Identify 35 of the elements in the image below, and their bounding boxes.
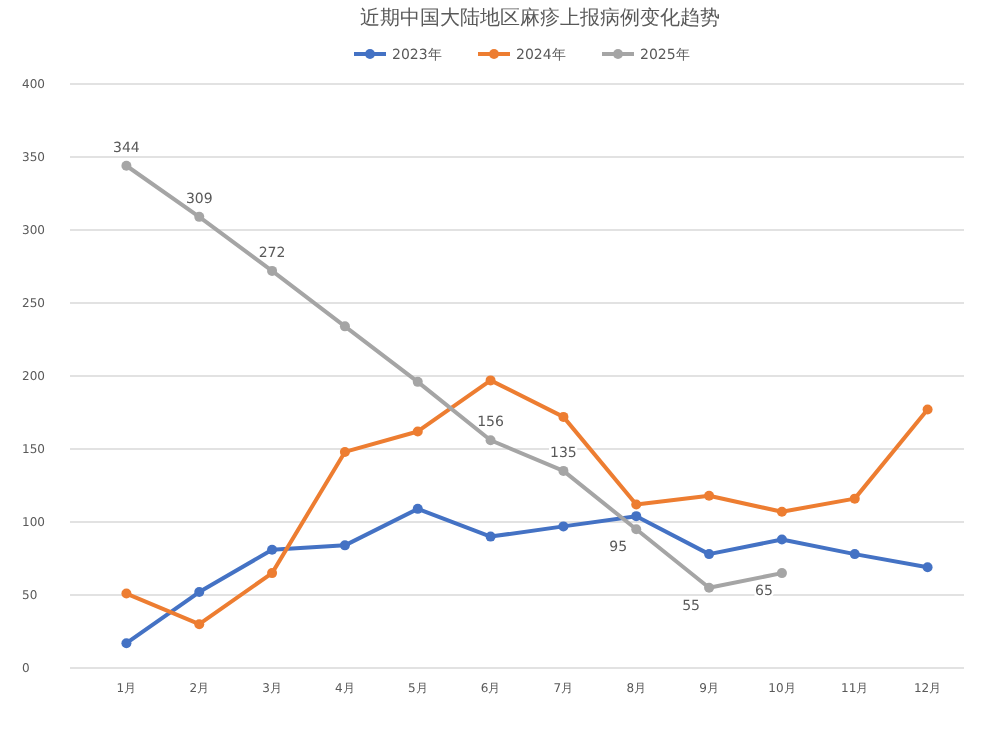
point — [339, 321, 350, 332]
point — [267, 544, 278, 555]
point — [121, 160, 132, 171]
point — [485, 375, 496, 386]
point — [631, 524, 642, 535]
point — [267, 568, 278, 579]
point — [194, 587, 205, 598]
point — [339, 540, 350, 551]
point — [267, 265, 278, 276]
point — [776, 568, 787, 579]
point — [485, 531, 496, 542]
point — [121, 588, 132, 599]
point — [558, 465, 569, 476]
point — [922, 404, 933, 415]
point — [558, 411, 569, 422]
point — [704, 549, 715, 560]
point — [922, 562, 933, 573]
point — [485, 435, 496, 446]
point — [776, 534, 787, 545]
point — [194, 211, 205, 222]
point — [849, 549, 860, 560]
point — [704, 582, 715, 593]
point — [412, 503, 423, 514]
point — [631, 499, 642, 510]
point — [121, 638, 132, 649]
point — [849, 493, 860, 504]
point — [776, 506, 787, 517]
chart-title: 近期中国大陆地区麻疹上报病例变化趋势 — [360, 6, 720, 30]
point — [631, 511, 642, 522]
point — [194, 619, 205, 630]
point — [412, 426, 423, 437]
point — [339, 446, 350, 457]
point — [704, 490, 715, 501]
point — [558, 521, 569, 532]
point — [412, 376, 423, 387]
